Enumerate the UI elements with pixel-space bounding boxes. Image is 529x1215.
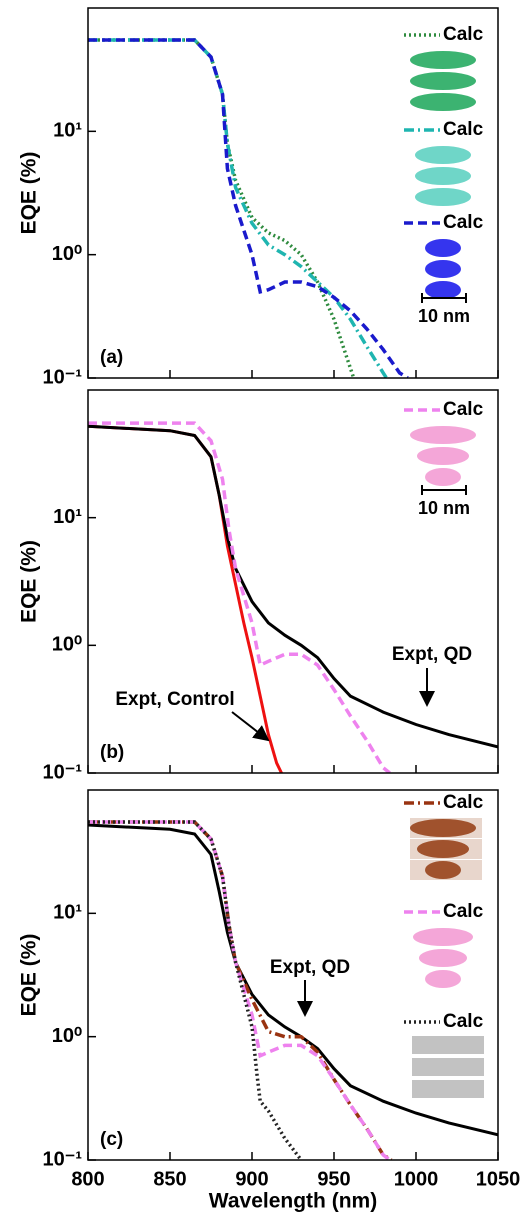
plot-frame [87,789,499,1161]
plot-frame [87,7,499,379]
legend-icon [425,239,461,257]
y-axis-label: EQE (%) [18,540,41,623]
legend-icon [425,861,461,879]
x-tick-label: 900 [235,1168,268,1190]
legend-label: Calc [443,212,484,233]
legend-icon [425,970,461,988]
legend-icon [425,281,461,299]
legend-icon [410,819,476,837]
y-tick-label: 10¹ [53,120,82,142]
legend-label: Calc [443,399,484,420]
legend-label: Calc [443,1011,484,1032]
legend-icon [410,426,476,444]
x-tick-label: 800 [71,1168,104,1190]
x-tick-label: 1050 [476,1168,521,1190]
panel-label: (a) [100,347,123,368]
annotation: Expt, QD [270,957,350,978]
panel-label: (b) [100,742,124,763]
series-line [88,38,409,378]
plot-area [88,38,409,378]
legend-icon [410,72,476,90]
legend-label: Calc [443,119,484,140]
series-line [88,820,303,1160]
x-tick-label: 1000 [394,1168,439,1190]
x-axis-label: Wavelength (nm) [209,1190,377,1213]
y-tick-label: 10⁻¹ [43,761,83,783]
series-line [88,820,393,1160]
y-tick-label: 10⁰ [52,634,82,656]
y-tick-label: 10⁰ [52,1025,82,1047]
scale-bar-label: 10 nm [418,498,470,518]
scale-bar-label: 10 nm [418,306,470,326]
legend-icon [415,146,471,164]
panel-label: (c) [100,1129,123,1150]
legend-icon [417,840,469,858]
annotation-arrow [231,711,270,742]
legend-icon [415,167,471,185]
legend-icon [425,260,461,278]
y-tick-label: 10¹ [53,506,82,528]
plot-frame [87,389,499,774]
y-tick-label: 10¹ [53,902,82,924]
legend-icon [419,949,467,967]
series-line [88,38,388,378]
legend-icon [412,1080,484,1098]
legend-icon [410,93,476,111]
series-line [88,424,498,749]
legend-label: Calc [443,792,484,813]
x-tick-label: 850 [153,1168,186,1190]
x-tick-label: 950 [317,1168,350,1190]
legend-icon [412,1036,484,1054]
y-tick-label: 10⁻¹ [43,1148,83,1170]
legend-icon [425,468,461,486]
series-line [88,820,391,1160]
y-tick-label: 10⁻¹ [43,366,83,388]
series-line [88,38,356,378]
legend-icon [413,928,473,946]
series-line [88,421,391,773]
legend-icon [410,51,476,69]
annotation: Expt, QD [392,644,472,665]
y-axis-label: EQE (%) [18,934,41,1017]
legend-icon [415,188,471,206]
annotation: Expt, Control [115,689,234,710]
legend-icon [417,447,469,465]
y-axis-label: EQE (%) [18,152,41,235]
legend-icon [412,1058,484,1076]
legend-label: Calc [443,901,484,922]
legend-label: Calc [443,24,484,45]
plot-area [88,820,498,1160]
series-line [88,823,498,1137]
y-tick-label: 10⁰ [52,243,82,265]
